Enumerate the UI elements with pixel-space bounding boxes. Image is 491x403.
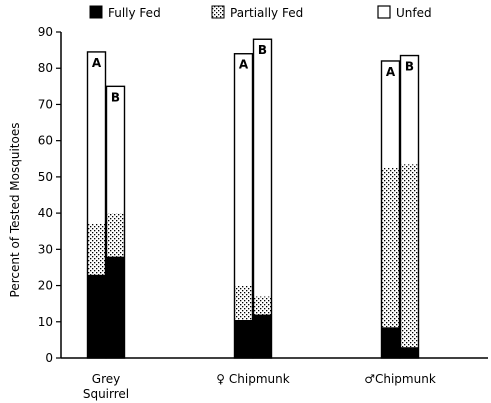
y-tick-label: 0: [45, 351, 53, 365]
bar-segment-unfed-a: [381, 60, 400, 168]
y-tick-label: 20: [38, 279, 53, 293]
bar-segment-partially-fed-a: [87, 223, 106, 275]
bar-label-b: B: [405, 60, 414, 74]
y-tick-label: 10: [38, 315, 53, 329]
bar-segment-partially-fed-a: [234, 285, 253, 320]
legend-label-partially-fed: Partially Fed: [230, 6, 303, 20]
bar-label-a: A: [92, 56, 102, 70]
bar-label-a: A: [239, 58, 249, 72]
bar-outline-b: [105, 85, 126, 359]
bar-segment-unfed-a: [234, 53, 253, 286]
bar-segment-fully-fed-b: [106, 256, 125, 358]
bar-segment-partially-fed-b: [253, 296, 272, 315]
legend-item-fully-fed: Fully Fed: [89, 5, 161, 20]
bar-segment-fully-fed-a: [87, 274, 106, 358]
bar-outline-a: [86, 51, 107, 359]
y-tick-label: 50: [38, 170, 53, 184]
y-tick-label: 40: [38, 206, 53, 220]
bar-segment-fully-fed-a: [234, 319, 253, 358]
bar-label-b: B: [111, 90, 120, 104]
y-tick-label: 60: [38, 134, 53, 148]
bar-segment-fully-fed-a: [381, 327, 400, 358]
legend-swatch-unfed: [377, 5, 391, 19]
bar-group-grey-squirrel: AB: [86, 51, 126, 359]
legend-item-partially-fed: Partially Fed: [211, 5, 303, 20]
y-tick-label: 30: [38, 242, 53, 256]
bar-outline-a: [380, 60, 401, 359]
legend-label-fully-fed: Fully Fed: [108, 6, 161, 20]
legend: Fully Fed Partially Fed Unfed: [89, 5, 432, 20]
legend-swatch-partially-fed: [211, 5, 225, 19]
category-label-grey-squirrel: Grey: [92, 372, 120, 386]
bar-segment-partially-fed-a: [381, 167, 400, 328]
y-ticks: 0 10 20 30 40 50 60 70 80 90: [38, 25, 61, 365]
category-label-female-chipmunk: ♀ Chipmunk: [216, 372, 289, 386]
legend-item-unfed: Unfed: [377, 5, 432, 20]
bar-label-a: A: [386, 65, 396, 79]
y-tick-label: 70: [38, 97, 53, 111]
bar-segment-unfed-b: [400, 55, 419, 165]
bar-segment-partially-fed-b: [106, 213, 125, 257]
bar-segment-partially-fed-b: [400, 164, 419, 348]
bar-group-female-chipmunk: AB: [233, 38, 273, 359]
y-tick-label: 80: [38, 61, 53, 75]
legend-label-unfed: Unfed: [396, 6, 432, 20]
bar-segment-unfed-a: [87, 51, 106, 224]
bar-segment-unfed-b: [106, 86, 125, 214]
bar-outline-b: [399, 54, 420, 359]
bar-outline-a: [233, 53, 254, 359]
bar-label-b: B: [258, 43, 267, 57]
bar-segment-fully-fed-b: [253, 314, 272, 358]
category-label-male-chipmunk: ♂Chipmunk: [364, 372, 436, 386]
legend-swatch-fully-fed: [89, 5, 103, 19]
y-axis-title: Percent of Tested Mosquitoes: [8, 123, 22, 298]
bar-segment-fully-fed-b: [400, 347, 419, 358]
category-label-grey-squirrel: Squirrel: [83, 387, 129, 401]
y-tick-label: 90: [38, 25, 53, 39]
bar-segment-unfed-b: [253, 39, 272, 297]
bar-outline-b: [252, 38, 273, 359]
